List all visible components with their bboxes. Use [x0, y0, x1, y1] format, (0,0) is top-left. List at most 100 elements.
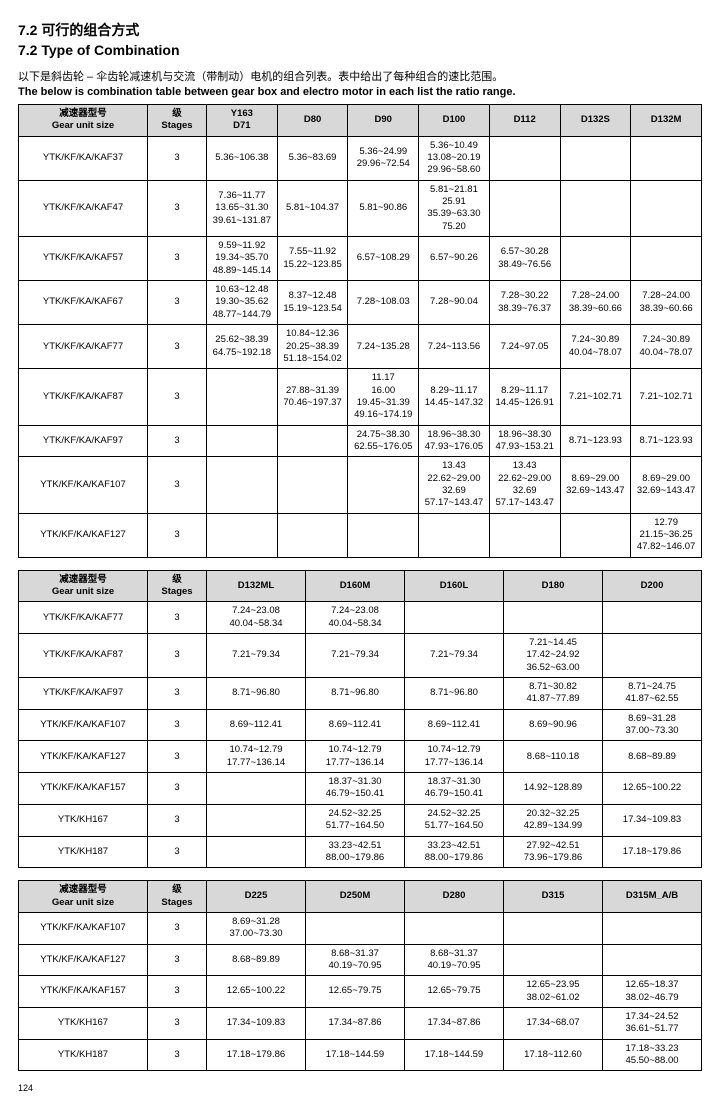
gear-cell: YTK/KF/KA/KAF107 — [19, 912, 148, 944]
data-cell: 8.71~96.80 — [306, 678, 405, 710]
col-head: D200 — [603, 570, 702, 602]
col-head: D180 — [504, 570, 603, 602]
data-cell — [207, 836, 306, 868]
data-cell: 7.24~23.08 40.04~58.34 — [207, 602, 306, 634]
data-cell: 8.29~11.17 14.45~147.32 — [419, 369, 490, 425]
stage-cell: 3 — [148, 836, 207, 868]
gear-cell: YTK/KH187 — [19, 836, 148, 868]
data-cell — [207, 773, 306, 805]
data-cell: 9.59~11.92 19.34~35.70 48.89~145.14 — [207, 237, 278, 281]
data-cell: 8.71~30.82 41.87~77.89 — [504, 678, 603, 710]
data-cell: 17.34~87.86 — [405, 1007, 504, 1039]
data-cell — [603, 602, 702, 634]
col-gear: 减速器型号 Gear unit size — [19, 881, 148, 913]
gear-cell: YTK/KF/KA/KAF37 — [19, 136, 148, 180]
col-gear: 减速器型号 Gear unit size — [19, 570, 148, 602]
data-cell: 18.96~38.30 47.93~153.21 — [489, 425, 560, 457]
data-cell: 17.18~33.23 45.50~88.00 — [603, 1039, 702, 1071]
heading-cn: 7.2 可行的组合方式 — [18, 20, 702, 40]
data-cell: 25.62~38.39 64.75~192.18 — [207, 325, 278, 369]
data-cell: 17.18~179.86 — [207, 1039, 306, 1071]
data-cell: 7.21~102.71 — [631, 369, 702, 425]
data-cell: 7.36~11.77 13.65~31.30 39.61~131.87 — [207, 180, 278, 236]
data-cell — [207, 804, 306, 836]
data-cell — [560, 237, 631, 281]
data-cell: 20.32~32.25 42.89~134.99 — [504, 804, 603, 836]
col-head: D80 — [277, 105, 348, 137]
data-cell: 24.75~38.30 62.55~176.05 — [348, 425, 419, 457]
stage-cell: 3 — [148, 634, 207, 678]
data-cell: 17.18~144.59 — [405, 1039, 504, 1071]
data-cell — [504, 602, 603, 634]
data-cell: 8.29~11.17 14.45~126.91 — [489, 369, 560, 425]
stage-cell: 3 — [148, 425, 207, 457]
data-cell: 5.81~90.86 — [348, 180, 419, 236]
data-cell: 5.36~10.49 13.08~20.19 29.96~58.60 — [419, 136, 490, 180]
gear-cell: YTK/KF/KA/KAF127 — [19, 741, 148, 773]
gear-cell: YTK/KF/KA/KAF87 — [19, 369, 148, 425]
data-cell: 10.84~12.36 20.25~38.39 51.18~154.02 — [277, 325, 348, 369]
stage-cell: 3 — [148, 1007, 207, 1039]
stage-cell: 3 — [148, 1039, 207, 1071]
data-cell: 8.69~112.41 — [306, 709, 405, 741]
stage-cell: 3 — [148, 602, 207, 634]
data-cell: 8.68~31.37 40.19~70.95 — [405, 944, 504, 976]
data-cell: 12.65~79.75 — [306, 976, 405, 1008]
data-cell: 7.21~79.34 — [405, 634, 504, 678]
data-cell — [405, 912, 504, 944]
data-cell: 27.88~31.39 70.46~197.37 — [277, 369, 348, 425]
gear-cell: YTK/KF/KA/KAF77 — [19, 602, 148, 634]
data-cell: 8.69~31.28 37.00~73.30 — [603, 709, 702, 741]
data-cell: 17.18~112.60 — [504, 1039, 603, 1071]
stage-cell: 3 — [148, 678, 207, 710]
data-cell: 17.18~179.86 — [603, 836, 702, 868]
stage-cell: 3 — [148, 976, 207, 1008]
data-cell: 7.55~11.92 15.22~123.85 — [277, 237, 348, 281]
col-head: Y163 D71 — [207, 105, 278, 137]
gear-cell: YTK/KF/KA/KAF157 — [19, 773, 148, 805]
data-cell: 12.65~18.37 38.02~46.79 — [603, 976, 702, 1008]
data-cell — [207, 425, 278, 457]
data-cell — [560, 513, 631, 557]
heading-en: 7.2 Type of Combination — [18, 42, 702, 58]
stage-cell: 3 — [148, 513, 207, 557]
stage-cell: 3 — [148, 804, 207, 836]
col-head: D90 — [348, 105, 419, 137]
data-cell: 18.96~38.30 47.93~176.05 — [419, 425, 490, 457]
stage-cell: 3 — [148, 457, 207, 513]
data-cell: 10.74~12.79 17.77~136.14 — [405, 741, 504, 773]
data-cell: 8.69~29.00 32.69~143.47 — [560, 457, 631, 513]
data-cell: 17.34~109.83 — [207, 1007, 306, 1039]
data-cell: 12.65~100.22 — [603, 773, 702, 805]
data-cell: 8.69~90.96 — [504, 709, 603, 741]
stage-cell: 3 — [148, 325, 207, 369]
col-head: D315M_A/B — [603, 881, 702, 913]
data-cell: 7.28~90.04 — [419, 281, 490, 325]
data-cell — [603, 912, 702, 944]
table-2: 减速器型号 Gear unit size级 StagesD132MLD160MD… — [18, 570, 702, 869]
stage-cell: 3 — [148, 237, 207, 281]
data-cell: 7.21~14.45 17.42~24.92 36.52~63.00 — [504, 634, 603, 678]
data-cell: 17.34~109.83 — [603, 804, 702, 836]
data-cell — [348, 457, 419, 513]
gear-cell: YTK/KF/KA/KAF127 — [19, 944, 148, 976]
col-head: D132ML — [207, 570, 306, 602]
stage-cell: 3 — [148, 369, 207, 425]
col-head: D112 — [489, 105, 560, 137]
data-cell: 10.63~12.48 19.30~35.62 48.77~144.79 — [207, 281, 278, 325]
data-cell: 7.28~24.00 38.39~60.66 — [560, 281, 631, 325]
col-head: D250M — [306, 881, 405, 913]
col-head: D315 — [504, 881, 603, 913]
data-cell: 5.36~83.69 — [277, 136, 348, 180]
data-cell: 8.71~24.75 41.87~62.55 — [603, 678, 702, 710]
data-cell: 8.69~112.41 — [405, 709, 504, 741]
col-gear: 减速器型号 Gear unit size — [19, 105, 148, 137]
data-cell: 12.79 21.15~36.25 47.82~146.07 — [631, 513, 702, 557]
data-cell: 5.36~106.38 — [207, 136, 278, 180]
gear-cell: YTK/KF/KA/KAF107 — [19, 709, 148, 741]
data-cell: 7.24~23.08 40.04~58.34 — [306, 602, 405, 634]
data-cell: 8.68~89.89 — [603, 741, 702, 773]
data-cell — [348, 513, 419, 557]
data-cell — [489, 180, 560, 236]
data-cell — [504, 944, 603, 976]
